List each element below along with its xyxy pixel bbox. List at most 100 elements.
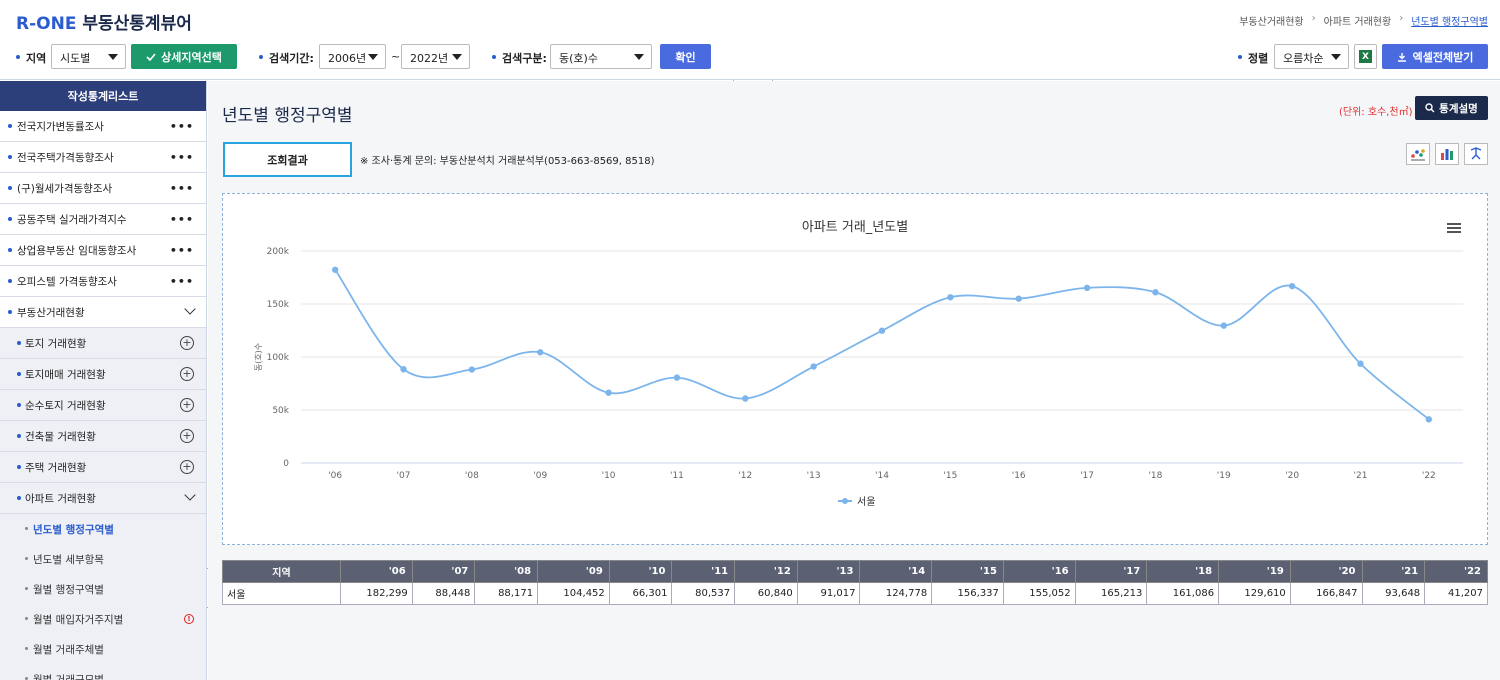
confirm-button[interactable]: 확인 [660, 44, 711, 69]
search-type-value: 동(호)수 [559, 52, 598, 65]
plus-icon[interactable]: + [180, 460, 194, 474]
sidebar-item-transactions[interactable]: 부동산거래현황 [0, 297, 206, 328]
breadcrumb-item-2[interactable]: 아파트 거래현황 [1323, 17, 1392, 28]
search-type-select[interactable]: 동(호)수 [550, 44, 652, 69]
period-to-select[interactable]: 2022년 [401, 44, 470, 69]
sidebar-item-commercial[interactable]: 상업용부동산 임대동향조사 ••• [0, 235, 206, 266]
sort-select-value: 오름차순 [1283, 52, 1324, 65]
top-header: R-ONE 부동산통계뷰어 부동산거래현황 › 아파트 거래현황 › 년도별 행… [0, 0, 1500, 80]
more-icon[interactable]: ••• [169, 120, 194, 133]
table-header-year[interactable]: '11 [671, 560, 736, 583]
region-select[interactable]: 시도별 [51, 44, 126, 69]
sidebar-subitem-housing[interactable]: 주택 거래현황 + [0, 452, 206, 483]
app-logo[interactable]: R-ONE 부동산통계뷰어 [16, 9, 192, 34]
pin-button[interactable] [1464, 143, 1488, 165]
table-header-year[interactable]: '16 [1002, 560, 1076, 583]
download-icon [1397, 52, 1406, 62]
sidebar-leaf-monthly-size[interactable]: 월별 거래규모별 [0, 664, 206, 680]
more-icon[interactable]: ••• [169, 244, 194, 257]
table-header-year[interactable]: '10 [608, 560, 673, 583]
table-cell-value: 129,610 [1218, 582, 1291, 605]
x-tick-label: '07 [397, 471, 411, 481]
sidebar-leaf-label: 년도별 세부항목 [33, 553, 104, 566]
sidebar-leaf-yearly-detail[interactable]: 년도별 세부항목 [0, 544, 206, 574]
sidebar-subitem-apartment[interactable]: 아파트 거래현황 [0, 483, 206, 514]
table-header-region[interactable]: 지역 [222, 560, 341, 583]
plus-icon[interactable]: + [180, 367, 194, 381]
plus-icon[interactable]: + [180, 398, 194, 412]
x-tick-label: '15 [943, 471, 957, 481]
table-header-year[interactable]: '08 [474, 560, 539, 583]
chevron-down-icon [634, 54, 644, 60]
confirm-label: 확인 [675, 50, 696, 64]
check-icon [146, 52, 156, 61]
scatter-chart-button[interactable] [1406, 143, 1430, 165]
sidebar-leaf-monthly-region[interactable]: 월별 행정구역별 [0, 574, 206, 604]
sidebar-item-land-price[interactable]: 전국지가변동률조사 ••• [0, 111, 206, 142]
more-icon[interactable]: ••• [169, 213, 194, 226]
data-point [673, 374, 681, 381]
table-cell-value: 91,017 [796, 582, 861, 605]
breadcrumb-current[interactable]: 년도별 행정구역별 [1411, 17, 1488, 28]
sidebar-subitem-land-sale[interactable]: 토지매매 거래현황 + [0, 359, 206, 390]
table-cell-region: 서울 [222, 582, 341, 605]
table-header-year[interactable]: '19 [1218, 560, 1291, 583]
table-header-year[interactable]: '13 [796, 560, 861, 583]
period-tilde: ~ [391, 50, 401, 63]
sidebar-subitem-land[interactable]: 토지 거래현황 + [0, 328, 206, 359]
more-icon[interactable]: ••• [169, 151, 194, 164]
table-cell-value: 60,840 [734, 582, 798, 605]
table-cell-value: 156,337 [931, 582, 1004, 605]
tab-results[interactable]: 조회결과 [223, 142, 352, 177]
info-alert-icon[interactable]: ! [184, 614, 194, 624]
stats-description-button[interactable]: 통계설명 [1415, 96, 1488, 120]
sidebar-item-monthly-rent[interactable]: (구)월세가격동향조사 ••• [0, 173, 206, 204]
table-header-year[interactable]: '22 [1424, 560, 1488, 583]
table-header-year[interactable]: '15 [931, 560, 1004, 583]
sidebar-leaf-yearly-region[interactable]: 년도별 행정구역별 [0, 514, 206, 544]
sidebar-subitem-label: 아파트 거래현황 [25, 492, 96, 505]
breadcrumb-item-1[interactable]: 부동산거래현황 [1239, 17, 1304, 28]
period-from-select[interactable]: 2006년 [319, 44, 386, 69]
sidebar-subitem-label: 토지매매 거래현황 [25, 368, 106, 381]
sidebar-item-officetel[interactable]: 오피스텔 가격동향조사 ••• [0, 266, 206, 297]
sort-select[interactable]: 오름차순 [1274, 44, 1349, 69]
sidebar-leaf-monthly-subject[interactable]: 월별 거래주체별 [0, 634, 206, 664]
more-icon[interactable]: ••• [169, 182, 194, 195]
table-header-year[interactable]: '09 [537, 560, 610, 583]
sidebar-leaf-label: 월별 매입자거주지별 [33, 613, 124, 626]
chart-title: 아파트 거래_년도별 [801, 220, 909, 235]
x-tick-label: '08 [465, 471, 479, 481]
sidebar-subitem-building[interactable]: 건축물 거래현황 + [0, 421, 206, 452]
more-icon[interactable]: ••• [169, 275, 194, 288]
excel-button[interactable]: X [1354, 44, 1377, 69]
y-axis-label: 동(호)수 [254, 343, 263, 371]
table-header-year[interactable]: '12 [734, 560, 798, 583]
excel-icon: X [1359, 50, 1372, 63]
table-header-year[interactable]: '07 [411, 560, 476, 583]
sidebar-item-label: (구)월세가격동향조사 [17, 182, 113, 195]
hamburger-menu-icon[interactable] [1447, 223, 1461, 233]
detail-region-button[interactable]: 상세지역선택 [131, 44, 237, 69]
sidebar-item-label: 전국지가변동률조사 [17, 120, 104, 133]
sidebar: 작성통계리스트 전국지가변동률조사 ••• 전국주택가격동향조사 ••• (구)월세… [0, 81, 207, 680]
sidebar-item-label: 상업용부동산 임대동향조사 [17, 244, 137, 257]
sidebar-leaf-monthly-buyer[interactable]: 월별 매입자거주지별! [0, 604, 206, 634]
table-header-year[interactable]: '14 [859, 560, 933, 583]
sidebar-item-apt-index[interactable]: 공동주택 실거래가격지수 ••• [0, 204, 206, 235]
table-cell-value: 66,301 [608, 582, 673, 605]
table-header-year[interactable]: '20 [1289, 560, 1363, 583]
table-header-year[interactable]: '06 [340, 560, 413, 583]
bar-chart-button[interactable] [1435, 143, 1459, 165]
sidebar-subitem-pure-land[interactable]: 순수토지 거래현황 + [0, 390, 206, 421]
x-tick-label: '20 [1285, 471, 1299, 481]
sidebar-item-housing-price[interactable]: 전국주택가격동향조사 ••• [0, 142, 206, 173]
table-header-year[interactable]: '21 [1361, 560, 1426, 583]
chevron-down-icon [184, 303, 196, 315]
table-header-year[interactable]: '18 [1146, 560, 1220, 583]
data-point [1220, 322, 1227, 329]
plus-icon[interactable]: + [180, 336, 194, 350]
table-header-year[interactable]: '17 [1074, 560, 1148, 583]
plus-icon[interactable]: + [180, 429, 194, 443]
excel-download-all-button[interactable]: 엑셀전체받기 [1382, 44, 1488, 69]
